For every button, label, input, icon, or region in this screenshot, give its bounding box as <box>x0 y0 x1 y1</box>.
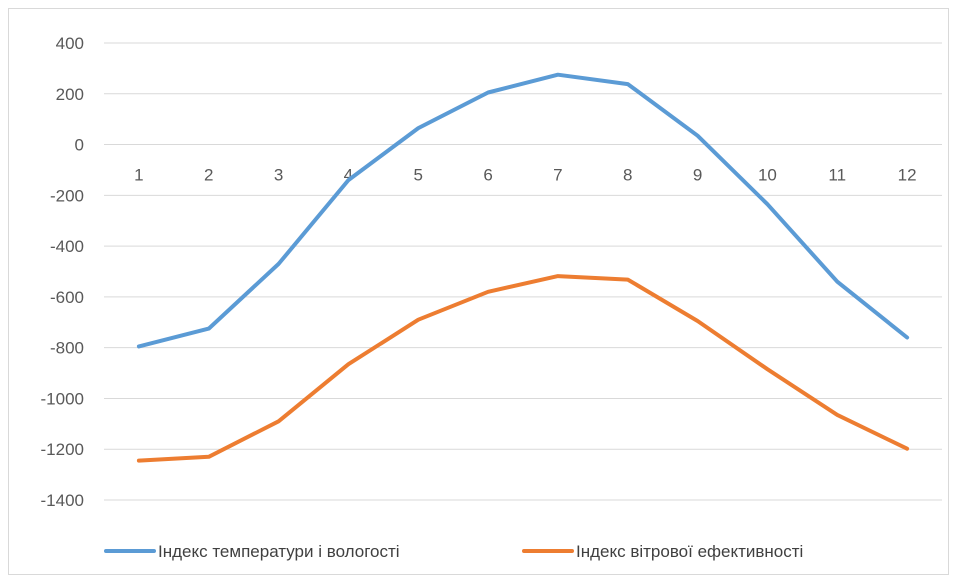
chart-frame: 400 200 0 -200 -400 -600 -800 -1000 -1200 -1400 1… <box>8 8 949 575</box>
y-tick-label: 200 <box>56 85 84 104</box>
x-tick-label: 4 <box>344 166 353 185</box>
x-tick-label: 7 <box>553 166 562 185</box>
legend-label: Індекс вітрової ефективності <box>576 542 803 561</box>
y-tick-label: -800 <box>50 339 84 358</box>
y-tick-label: -1200 <box>41 440 84 459</box>
x-tick-label: 10 <box>758 166 777 185</box>
y-tick-label: 400 <box>56 34 84 53</box>
y-tick-label: -200 <box>50 186 84 205</box>
x-tick-label: 6 <box>483 166 492 185</box>
y-tick-label: -400 <box>50 237 84 256</box>
x-tick-label: 1 <box>134 166 143 185</box>
series-line-2 <box>136 274 910 463</box>
x-tick-label: 2 <box>204 166 213 185</box>
series-lines <box>136 72 910 463</box>
legend: Індекс температури і вологості Індекс віт… <box>104 542 803 561</box>
line-chart: 400 200 0 -200 -400 -600 -800 -1000 -1200 -1400 1… <box>41 34 942 561</box>
x-tick-label: 3 <box>274 166 283 185</box>
legend-label: Індекс температури і вологості <box>158 542 400 561</box>
y-tick-label: -1400 <box>41 491 84 510</box>
y-tick-label: -600 <box>50 288 84 307</box>
x-tick-label: 9 <box>693 166 702 185</box>
x-tick-label: 5 <box>414 166 423 185</box>
x-tick-label: 8 <box>623 166 632 185</box>
x-tick-label: 11 <box>828 166 846 185</box>
series-line-1 <box>136 72 910 349</box>
y-axis-tick-labels: 400 200 0 -200 -400 -600 -800 -1000 -1200 -1400 <box>41 34 84 510</box>
y-tick-label: -1000 <box>41 389 84 408</box>
gridlines <box>104 42 942 501</box>
x-tick-label: 12 <box>898 166 917 185</box>
y-tick-label: 0 <box>75 136 84 155</box>
x-axis-tick-labels: 1 2 3 4 5 6 7 8 9 10 11 12 <box>134 166 916 185</box>
